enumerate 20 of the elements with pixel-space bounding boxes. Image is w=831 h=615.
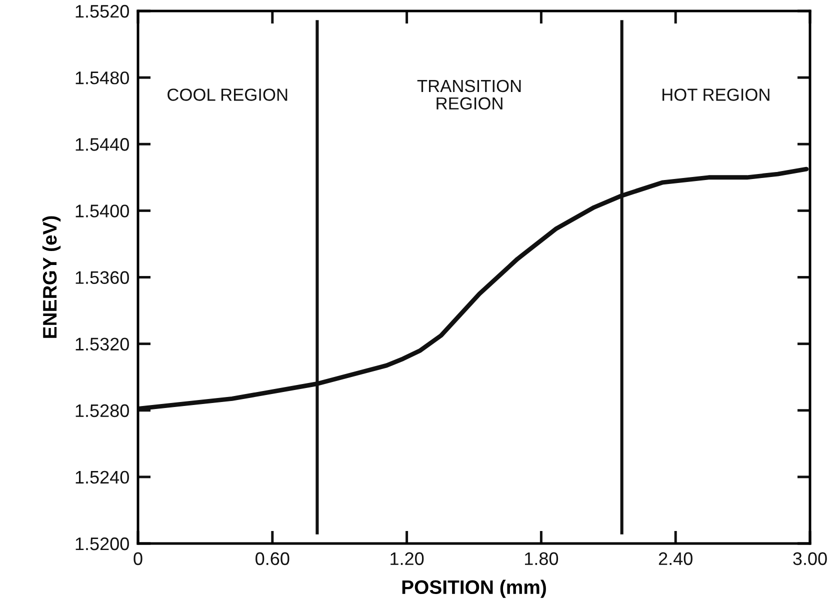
x-tick-label: 0.60	[256, 552, 290, 566]
x-tick-label: 1.80	[525, 552, 558, 566]
y-tick-label: 1.5320	[76, 338, 129, 351]
x-tick-label: 1.20	[390, 552, 424, 566]
x-tick-label: 3.00	[793, 552, 827, 566]
y-tick-label: 1.5440	[76, 138, 129, 151]
annotation: TRANSITION REGION	[417, 80, 521, 110]
annotation: HOT REGION	[662, 88, 770, 101]
y-tick-label: 1.5400	[76, 204, 129, 218]
x-tick-label: 0	[134, 552, 142, 566]
y-tick-label: 1.5480	[76, 71, 129, 84]
y-tick-label: 1.5280	[76, 404, 129, 418]
x-tick-label: 2.40	[658, 552, 692, 566]
y-axis-title: ENERGY (eV)	[42, 216, 61, 338]
x-axis-title: POSITION (mm)	[402, 580, 546, 598]
y-tick-label: 1.5520	[76, 4, 129, 18]
y-tick-label: 1.5200	[76, 537, 129, 550]
y-tick-label: 1.5360	[76, 271, 129, 284]
y-tick-label: 1.5240	[76, 470, 129, 484]
annotation: COOL REGION	[168, 88, 288, 101]
